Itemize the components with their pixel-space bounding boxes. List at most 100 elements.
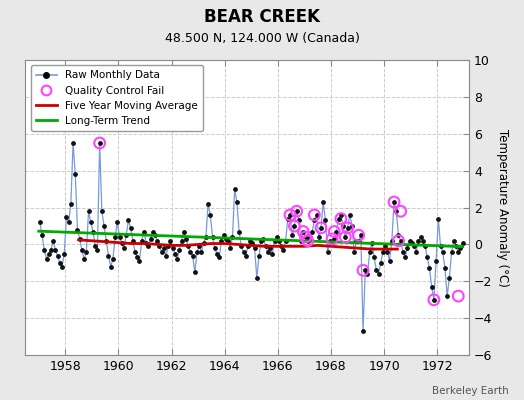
Point bbox=[186, 249, 194, 255]
Point bbox=[299, 228, 308, 235]
Y-axis label: Temperature Anomaly (°C): Temperature Anomaly (°C) bbox=[496, 129, 509, 286]
Point bbox=[303, 238, 312, 244]
Point bbox=[286, 212, 294, 218]
Point bbox=[171, 250, 179, 257]
Point bbox=[180, 228, 188, 235]
Text: 48.500 N, 124.000 W (Canada): 48.500 N, 124.000 W (Canada) bbox=[165, 32, 359, 45]
Point bbox=[157, 249, 166, 255]
Point bbox=[56, 260, 64, 266]
Point bbox=[257, 238, 266, 244]
Point bbox=[339, 223, 347, 229]
Point bbox=[67, 201, 75, 207]
Point bbox=[131, 249, 139, 255]
Point bbox=[414, 238, 422, 244]
Point bbox=[36, 219, 44, 226]
Point bbox=[133, 254, 141, 260]
Point bbox=[64, 219, 73, 226]
Point bbox=[244, 243, 252, 250]
Point bbox=[354, 238, 363, 244]
Point bbox=[42, 256, 51, 262]
Point bbox=[341, 234, 350, 240]
Point bbox=[191, 269, 199, 275]
Point bbox=[47, 247, 55, 253]
Point bbox=[206, 212, 214, 218]
Point bbox=[370, 254, 378, 260]
Point bbox=[312, 212, 321, 218]
Point bbox=[330, 236, 339, 242]
Point bbox=[239, 249, 248, 255]
Point bbox=[160, 245, 168, 251]
Point bbox=[233, 199, 241, 205]
Point bbox=[434, 216, 443, 222]
Point bbox=[377, 260, 385, 266]
Point bbox=[142, 240, 150, 246]
Point bbox=[164, 243, 172, 250]
Point bbox=[264, 249, 272, 255]
Point bbox=[82, 249, 91, 255]
Point bbox=[122, 232, 130, 238]
Point bbox=[126, 225, 135, 231]
Point bbox=[314, 234, 323, 240]
Point bbox=[113, 219, 122, 226]
Point bbox=[292, 208, 301, 214]
Point bbox=[352, 238, 361, 244]
Legend: Raw Monthly Data, Quality Control Fail, Five Year Moving Average, Long-Term Tren: Raw Monthly Data, Quality Control Fail, … bbox=[31, 65, 203, 131]
Point bbox=[250, 245, 259, 251]
Point bbox=[374, 271, 383, 277]
Point bbox=[290, 223, 299, 229]
Point bbox=[363, 271, 372, 277]
Point bbox=[195, 243, 203, 250]
Point bbox=[359, 328, 367, 334]
Point bbox=[359, 267, 367, 274]
Point bbox=[58, 263, 66, 270]
Point bbox=[144, 243, 152, 250]
Point bbox=[450, 238, 458, 244]
Point bbox=[439, 249, 447, 255]
Point bbox=[343, 225, 352, 231]
Point bbox=[38, 232, 46, 238]
Point bbox=[383, 249, 391, 255]
Point bbox=[200, 240, 208, 246]
Point bbox=[226, 245, 234, 251]
Point bbox=[266, 245, 274, 251]
Point bbox=[408, 240, 416, 246]
Point bbox=[332, 228, 341, 235]
Point bbox=[129, 238, 137, 244]
Point bbox=[421, 243, 429, 250]
Point bbox=[456, 245, 465, 251]
Point bbox=[283, 216, 292, 222]
Point bbox=[279, 247, 288, 253]
Point bbox=[237, 243, 246, 250]
Point bbox=[401, 254, 409, 260]
Point bbox=[272, 234, 281, 240]
Point bbox=[71, 171, 80, 178]
Point bbox=[93, 247, 102, 253]
Point bbox=[95, 140, 104, 146]
Point bbox=[303, 238, 312, 244]
Point bbox=[441, 265, 449, 272]
Point bbox=[106, 263, 115, 270]
Point bbox=[288, 232, 297, 238]
Point bbox=[146, 236, 155, 242]
Point bbox=[60, 250, 69, 257]
Point bbox=[246, 238, 254, 244]
Point bbox=[277, 243, 286, 250]
Point bbox=[217, 238, 225, 244]
Point bbox=[80, 256, 89, 262]
Point bbox=[323, 249, 332, 255]
Point bbox=[78, 247, 86, 253]
Point bbox=[173, 256, 181, 262]
Point bbox=[343, 225, 352, 231]
Point bbox=[317, 225, 325, 231]
Point bbox=[220, 232, 228, 238]
Point bbox=[253, 274, 261, 281]
Point bbox=[297, 238, 305, 244]
Point bbox=[294, 217, 303, 224]
Point bbox=[268, 250, 277, 257]
Point bbox=[255, 252, 263, 259]
Point bbox=[334, 216, 343, 222]
Point bbox=[447, 249, 456, 255]
Point bbox=[49, 238, 57, 244]
Point bbox=[330, 228, 339, 235]
Point bbox=[452, 243, 460, 250]
